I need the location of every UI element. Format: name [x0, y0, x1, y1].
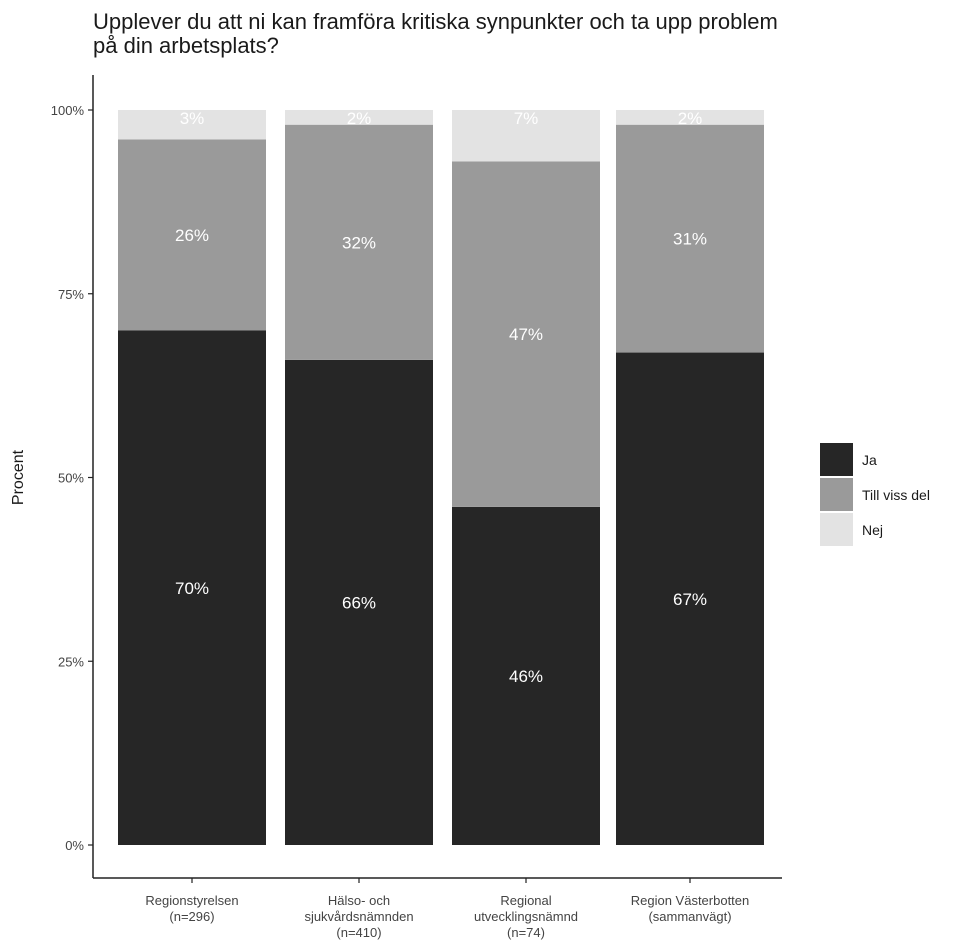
x-tick-label: Regionstyrelsen: [145, 893, 238, 908]
bar-segment: [452, 161, 600, 507]
bar-segment: [616, 124, 764, 353]
data-label: 66%: [342, 593, 376, 612]
chart-title-line: på din arbetsplats?: [93, 33, 279, 58]
bar-segment: [118, 330, 266, 845]
bar-segment: [285, 110, 433, 125]
x-tick-label: Regional: [500, 893, 551, 908]
bar-segment: [616, 110, 764, 125]
legend-swatch: [820, 443, 853, 476]
data-label: 2%: [347, 109, 372, 128]
data-label: 7%: [514, 109, 539, 128]
bar-segment: [285, 359, 433, 845]
bar-segment: [118, 139, 266, 331]
y-axis-title: Procent: [10, 449, 27, 505]
x-tick-label: (n=74): [507, 925, 545, 940]
data-label: 3%: [180, 109, 205, 128]
bars: 70% 26% 3% 66% 32% 2% 46% 47% 7% 67% 31% 2%: [118, 109, 764, 845]
x-tick-label: Region Västerbotten: [631, 893, 750, 908]
legend: Ja Till viss del Nej: [820, 443, 930, 546]
x-tick-label: utvecklingsnämnd: [474, 909, 578, 924]
data-label: 67%: [673, 590, 707, 609]
y-tick-label: 75%: [58, 287, 84, 302]
axes: 0%25%50%75%100%ProcentRegionstyrelsen(n=…: [10, 75, 782, 940]
data-label: 70%: [175, 579, 209, 598]
bar-segment: [118, 110, 266, 140]
data-label: 32%: [342, 233, 376, 252]
bar-segment: [285, 124, 433, 360]
bar-segment: [616, 352, 764, 845]
chart-title: Upplever du att ni kan framföra kritiska…: [93, 9, 778, 58]
data-label: 31%: [673, 230, 707, 249]
x-tick-label: Hälso- och: [328, 893, 390, 908]
bar-segment: [452, 506, 600, 845]
data-label: 47%: [509, 325, 543, 344]
y-tick-label: 0%: [65, 838, 84, 853]
data-label: 2%: [678, 109, 703, 128]
x-tick-label: sjukvårdsnämnden: [304, 909, 413, 924]
x-tick-label: (n=410): [336, 925, 381, 940]
data-label: 46%: [509, 667, 543, 686]
bar-segment: [452, 110, 600, 162]
x-tick-label: (n=296): [169, 909, 214, 924]
chart-title-line: Upplever du att ni kan framföra kritiska…: [93, 9, 778, 34]
legend-label: Ja: [862, 452, 877, 468]
legend-swatch: [820, 478, 853, 511]
x-tick-label: (sammanvägt): [648, 909, 731, 924]
legend-label: Nej: [862, 522, 883, 538]
data-label: 26%: [175, 226, 209, 245]
legend-label: Till viss del: [862, 487, 930, 503]
legend-swatch: [820, 513, 853, 546]
y-tick-label: 50%: [58, 471, 84, 486]
y-tick-label: 100%: [51, 103, 85, 118]
y-tick-label: 25%: [58, 654, 84, 669]
